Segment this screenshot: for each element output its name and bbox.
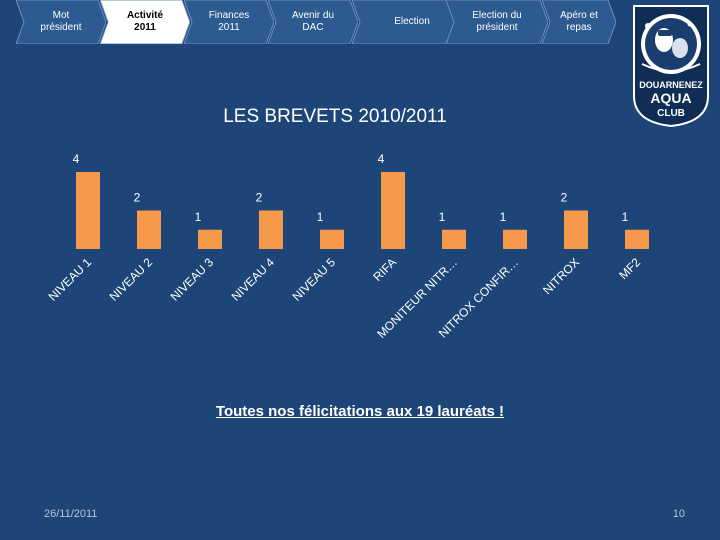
tab-activite-2011[interactable]: Activité 2011 bbox=[100, 0, 190, 44]
logo-text-3: CLUB bbox=[657, 108, 685, 119]
tab-apero-repas[interactable]: Apéro et repas bbox=[542, 0, 616, 44]
tab-finances-2011[interactable]: Finances 2011 bbox=[184, 0, 274, 44]
bar-8 bbox=[503, 229, 527, 249]
bar-value-label: 2 bbox=[561, 191, 568, 205]
navigation-tabs: Mot président Activité 2011 Finances 201… bbox=[16, 0, 616, 44]
tab-label: Avenir du DAC bbox=[291, 10, 335, 33]
logo-graphic: DOUARNENEZ AQUA CLUB bbox=[633, 5, 709, 128]
tab-label: Activité 2011 bbox=[126, 10, 164, 33]
bar-10 bbox=[625, 229, 649, 249]
tab-shape bbox=[352, 0, 472, 44]
bar-value-label: 4 bbox=[73, 152, 80, 166]
bar-value-label: 2 bbox=[134, 191, 141, 205]
tab-shape bbox=[542, 0, 616, 44]
category-label: NIVEAU 3 bbox=[168, 255, 217, 304]
tab-label: Apéro et repas bbox=[560, 10, 598, 33]
tab-election[interactable]: Election bbox=[352, 0, 472, 44]
value-labels: 4 2 1 2 1 4 1 1 2 1 bbox=[73, 152, 629, 224]
tab-mot-president[interactable]: Mot président bbox=[16, 0, 106, 44]
bar-value-label: 1 bbox=[317, 210, 324, 224]
aqua-club-logo: DOUARNENEZ AQUA CLUB bbox=[628, 4, 714, 128]
bar-group bbox=[76, 172, 649, 249]
bar-1 bbox=[76, 172, 100, 249]
category-label: NIVEAU 1 bbox=[46, 255, 95, 304]
bar-value-label: 1 bbox=[439, 210, 446, 224]
footer-date: 26/11/2011 bbox=[44, 508, 98, 520]
tab-election-president[interactable]: Election du président bbox=[446, 0, 548, 44]
bar-value-label: 2 bbox=[256, 191, 263, 205]
category-label: NIVEAU 2 bbox=[107, 255, 156, 304]
category-label: MF2 bbox=[616, 255, 643, 282]
logo-text-1: DOUARNENEZ bbox=[639, 80, 703, 90]
bar-value-label: 1 bbox=[500, 210, 507, 224]
tab-shape bbox=[184, 0, 274, 44]
tab-shape bbox=[446, 0, 548, 44]
bar-5 bbox=[320, 229, 344, 249]
chart-title: LES BREVETS 2010/2011 bbox=[223, 106, 447, 127]
bar-6 bbox=[381, 172, 405, 249]
bar-7 bbox=[442, 229, 466, 249]
bar-value-label: 1 bbox=[622, 210, 629, 224]
category-label: NIVEAU 5 bbox=[290, 255, 339, 304]
category-label: NITROX bbox=[540, 255, 582, 297]
tab-shape bbox=[16, 0, 106, 44]
logo-text-2: AQUA bbox=[650, 90, 691, 106]
bar-2 bbox=[137, 210, 161, 249]
bar-9 bbox=[564, 210, 588, 249]
tab-label: Election du président bbox=[472, 10, 522, 33]
tab-avenir-dac[interactable]: Avenir du DAC bbox=[268, 0, 358, 44]
bar-3 bbox=[198, 229, 222, 249]
tab-label: Election bbox=[394, 16, 430, 27]
page-number: 10 bbox=[672, 508, 685, 520]
tab-label: Mot président bbox=[40, 10, 82, 33]
category-labels: NIVEAU 1 NIVEAU 2 NIVEAU 3 NIVEAU 4 NIVEAU 5… bbox=[46, 255, 644, 341]
tab-shape bbox=[100, 0, 190, 44]
congratulations-caption: Toutes nos félicitations aux 19 lauréats… bbox=[215, 403, 505, 420]
tab-label: Finances 2011 bbox=[208, 10, 250, 33]
bar-value-label: 4 bbox=[378, 152, 385, 166]
bar-4 bbox=[259, 210, 283, 249]
bar-value-label: 1 bbox=[195, 210, 202, 224]
tab-shape bbox=[268, 0, 358, 44]
category-label: NIVEAU 4 bbox=[229, 255, 278, 304]
category-label: RIFA bbox=[370, 255, 399, 284]
